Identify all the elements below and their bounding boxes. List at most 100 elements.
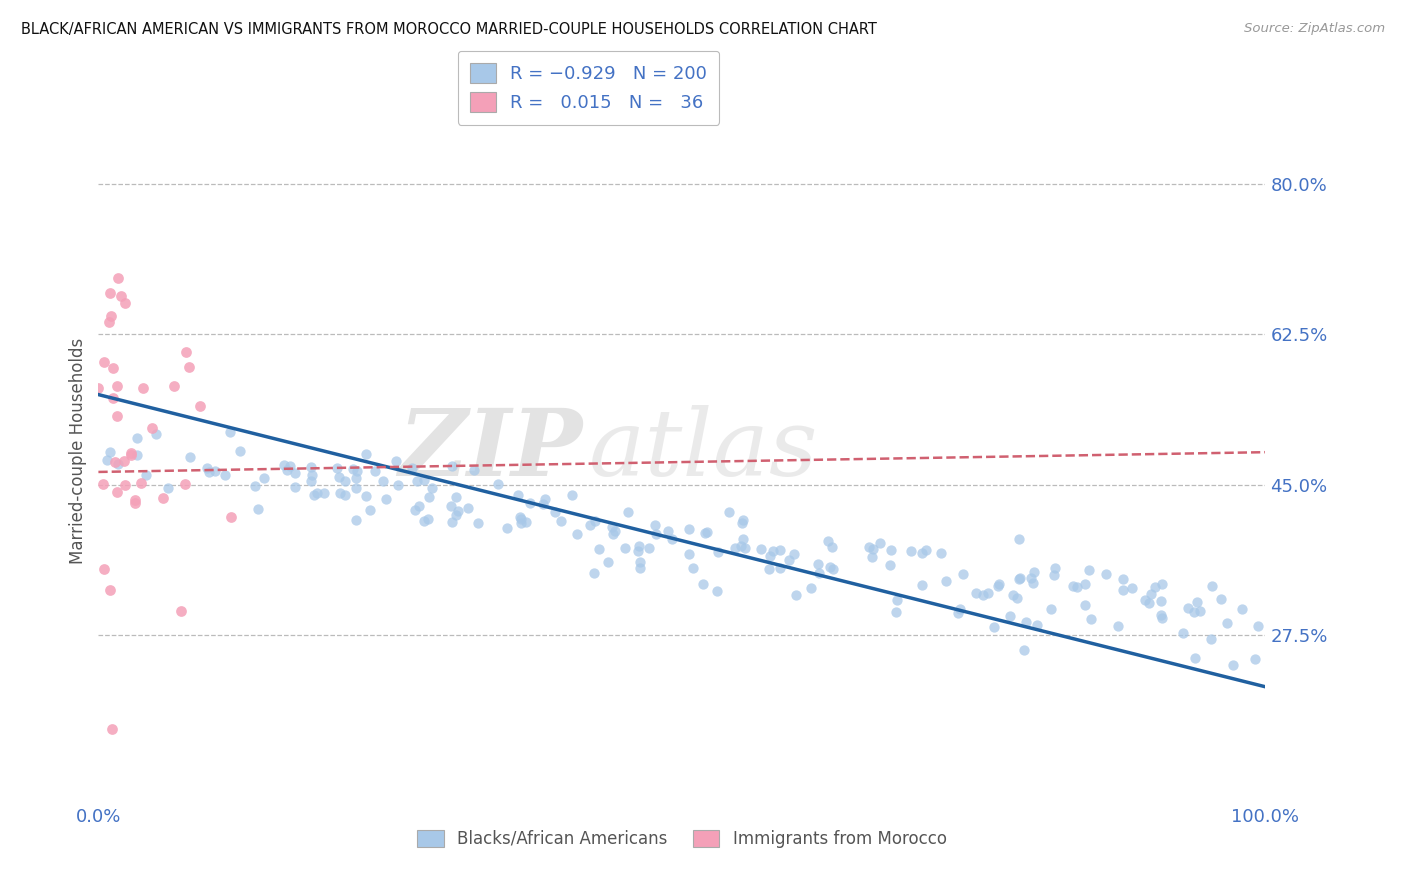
Point bbox=[1107, 619, 1129, 633]
Point bbox=[1150, 607, 1173, 622]
Legend: Blacks/African Americans, Immigrants from Morocco: Blacks/African Americans, Immigrants fro… bbox=[408, 820, 956, 858]
Point bbox=[1143, 580, 1166, 594]
Point bbox=[778, 553, 800, 567]
Point bbox=[1008, 532, 1031, 546]
Point bbox=[952, 566, 974, 581]
Point bbox=[880, 543, 903, 558]
Point bbox=[145, 426, 167, 441]
Point bbox=[561, 488, 583, 502]
Point bbox=[858, 540, 880, 554]
Point bbox=[1243, 652, 1265, 666]
Point bbox=[326, 461, 349, 475]
Point bbox=[218, 425, 240, 439]
Point bbox=[1135, 592, 1157, 607]
Point bbox=[120, 445, 142, 459]
Point bbox=[879, 558, 901, 572]
Point bbox=[125, 448, 148, 462]
Point bbox=[135, 468, 157, 483]
Point bbox=[129, 476, 152, 491]
Point bbox=[1066, 580, 1088, 594]
Point bbox=[519, 496, 541, 510]
Point bbox=[93, 476, 115, 491]
Point bbox=[1121, 581, 1143, 595]
Point bbox=[112, 454, 135, 468]
Point bbox=[911, 578, 934, 592]
Point bbox=[510, 512, 533, 526]
Point bbox=[170, 604, 193, 618]
Point bbox=[125, 431, 148, 445]
Point bbox=[412, 473, 434, 487]
Point bbox=[418, 490, 440, 504]
Point bbox=[93, 355, 115, 369]
Point bbox=[344, 471, 367, 485]
Point bbox=[1008, 573, 1031, 587]
Point bbox=[173, 476, 195, 491]
Point bbox=[799, 581, 821, 595]
Point bbox=[247, 501, 270, 516]
Point bbox=[1230, 601, 1253, 615]
Point bbox=[335, 488, 357, 502]
Point bbox=[440, 516, 463, 530]
Point bbox=[457, 500, 479, 515]
Point bbox=[1039, 602, 1062, 616]
Point bbox=[1188, 604, 1211, 618]
Point bbox=[120, 448, 142, 462]
Point bbox=[156, 481, 179, 495]
Point bbox=[204, 465, 226, 479]
Point bbox=[1005, 591, 1028, 606]
Y-axis label: Married-couple Households: Married-couple Households bbox=[69, 337, 87, 564]
Point bbox=[96, 453, 118, 467]
Point bbox=[1247, 619, 1270, 633]
Point bbox=[1201, 578, 1223, 592]
Point bbox=[769, 543, 792, 558]
Point bbox=[342, 462, 364, 476]
Point bbox=[444, 490, 467, 504]
Point bbox=[506, 487, 529, 501]
Point bbox=[314, 486, 336, 500]
Point bbox=[354, 489, 377, 503]
Point bbox=[333, 474, 356, 488]
Point bbox=[983, 620, 1005, 634]
Point bbox=[817, 533, 839, 548]
Point bbox=[273, 458, 295, 472]
Point bbox=[1182, 605, 1205, 619]
Point bbox=[134, 824, 156, 838]
Point bbox=[302, 488, 325, 502]
Point bbox=[645, 527, 668, 541]
Point bbox=[782, 547, 804, 561]
Point bbox=[496, 521, 519, 535]
Point bbox=[762, 544, 785, 558]
Point bbox=[141, 421, 163, 435]
Point bbox=[734, 541, 756, 555]
Point bbox=[706, 583, 728, 598]
Point bbox=[692, 577, 714, 591]
Point bbox=[949, 602, 972, 616]
Point bbox=[1080, 612, 1102, 626]
Text: Source: ZipAtlas.com: Source: ZipAtlas.com bbox=[1244, 22, 1385, 36]
Point bbox=[229, 444, 252, 458]
Point bbox=[628, 560, 651, 574]
Point bbox=[977, 586, 1000, 600]
Point bbox=[911, 546, 934, 560]
Point bbox=[1216, 615, 1239, 630]
Point bbox=[1077, 563, 1099, 577]
Point bbox=[678, 547, 700, 561]
Point bbox=[329, 486, 352, 500]
Point bbox=[759, 549, 782, 564]
Point bbox=[243, 478, 266, 492]
Point bbox=[733, 513, 755, 527]
Point bbox=[661, 532, 683, 546]
Point bbox=[1074, 577, 1097, 591]
Point bbox=[1140, 586, 1163, 600]
Point bbox=[467, 516, 489, 531]
Point bbox=[915, 543, 938, 558]
Point bbox=[1137, 596, 1160, 610]
Text: BLACK/AFRICAN AMERICAN VS IMMIGRANTS FROM MOROCCO MARRIED-COUPLE HOUSEHOLDS CORR: BLACK/AFRICAN AMERICAN VS IMMIGRANTS FRO… bbox=[21, 22, 877, 37]
Point bbox=[543, 505, 565, 519]
Point bbox=[404, 503, 426, 517]
Point bbox=[565, 526, 588, 541]
Point bbox=[821, 540, 844, 554]
Point bbox=[114, 296, 136, 310]
Point bbox=[1199, 632, 1222, 646]
Point bbox=[730, 539, 752, 553]
